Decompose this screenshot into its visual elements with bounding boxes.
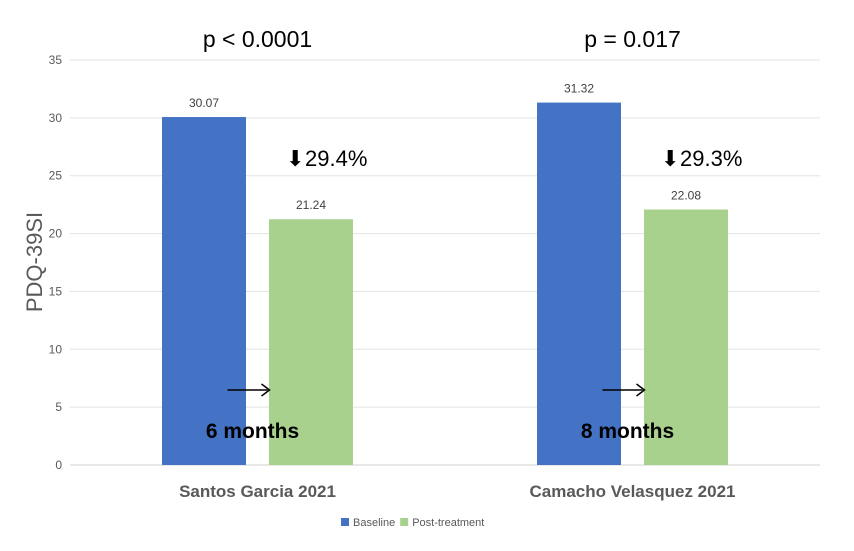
bar-baseline xyxy=(537,102,621,465)
y-tick-label: 30 xyxy=(49,111,63,125)
down-arrow-icon: ⬇ xyxy=(286,146,304,171)
y-tick-label: 20 xyxy=(49,227,63,241)
duration-annotation: 8 months xyxy=(581,420,674,443)
p-value-annotation: p = 0.017 xyxy=(584,26,681,52)
legend-entry: Baseline xyxy=(353,517,395,529)
y-tick-label: 35 xyxy=(49,53,63,67)
reduction-annotation: 29.3% xyxy=(680,146,742,171)
duration-annotation: 6 months xyxy=(206,420,299,443)
data-label: 22.08 xyxy=(671,189,701,203)
data-label: 30.07 xyxy=(189,96,219,110)
reduction-annotation: 29.4% xyxy=(305,146,367,171)
legend-swatch xyxy=(400,518,409,526)
down-arrow-icon: ⬇ xyxy=(661,146,679,171)
y-axis-label: PDQ-39SI xyxy=(22,212,47,312)
bar-post-treatment xyxy=(644,209,728,465)
data-label: 21.24 xyxy=(296,198,326,212)
y-tick-label: 5 xyxy=(55,400,62,414)
arrow-head xyxy=(636,383,646,397)
x-tick-label: Santos Garcia 2021 xyxy=(179,482,336,501)
y-tick-label: 10 xyxy=(49,342,63,356)
bar-post-treatment xyxy=(269,219,353,465)
data-label: 31.32 xyxy=(564,82,594,96)
arrow-head xyxy=(261,383,271,397)
x-tick-label: Camacho Velasquez 2021 xyxy=(529,482,735,501)
bar-baseline xyxy=(162,117,246,465)
legend-swatch xyxy=(341,518,349,526)
y-tick-label: 25 xyxy=(49,169,63,183)
legend-entry: Post-treatment xyxy=(412,517,484,529)
p-value-annotation: p < 0.0001 xyxy=(203,26,312,52)
y-tick-label: 15 xyxy=(49,284,63,298)
y-tick-label: 0 xyxy=(55,458,62,472)
